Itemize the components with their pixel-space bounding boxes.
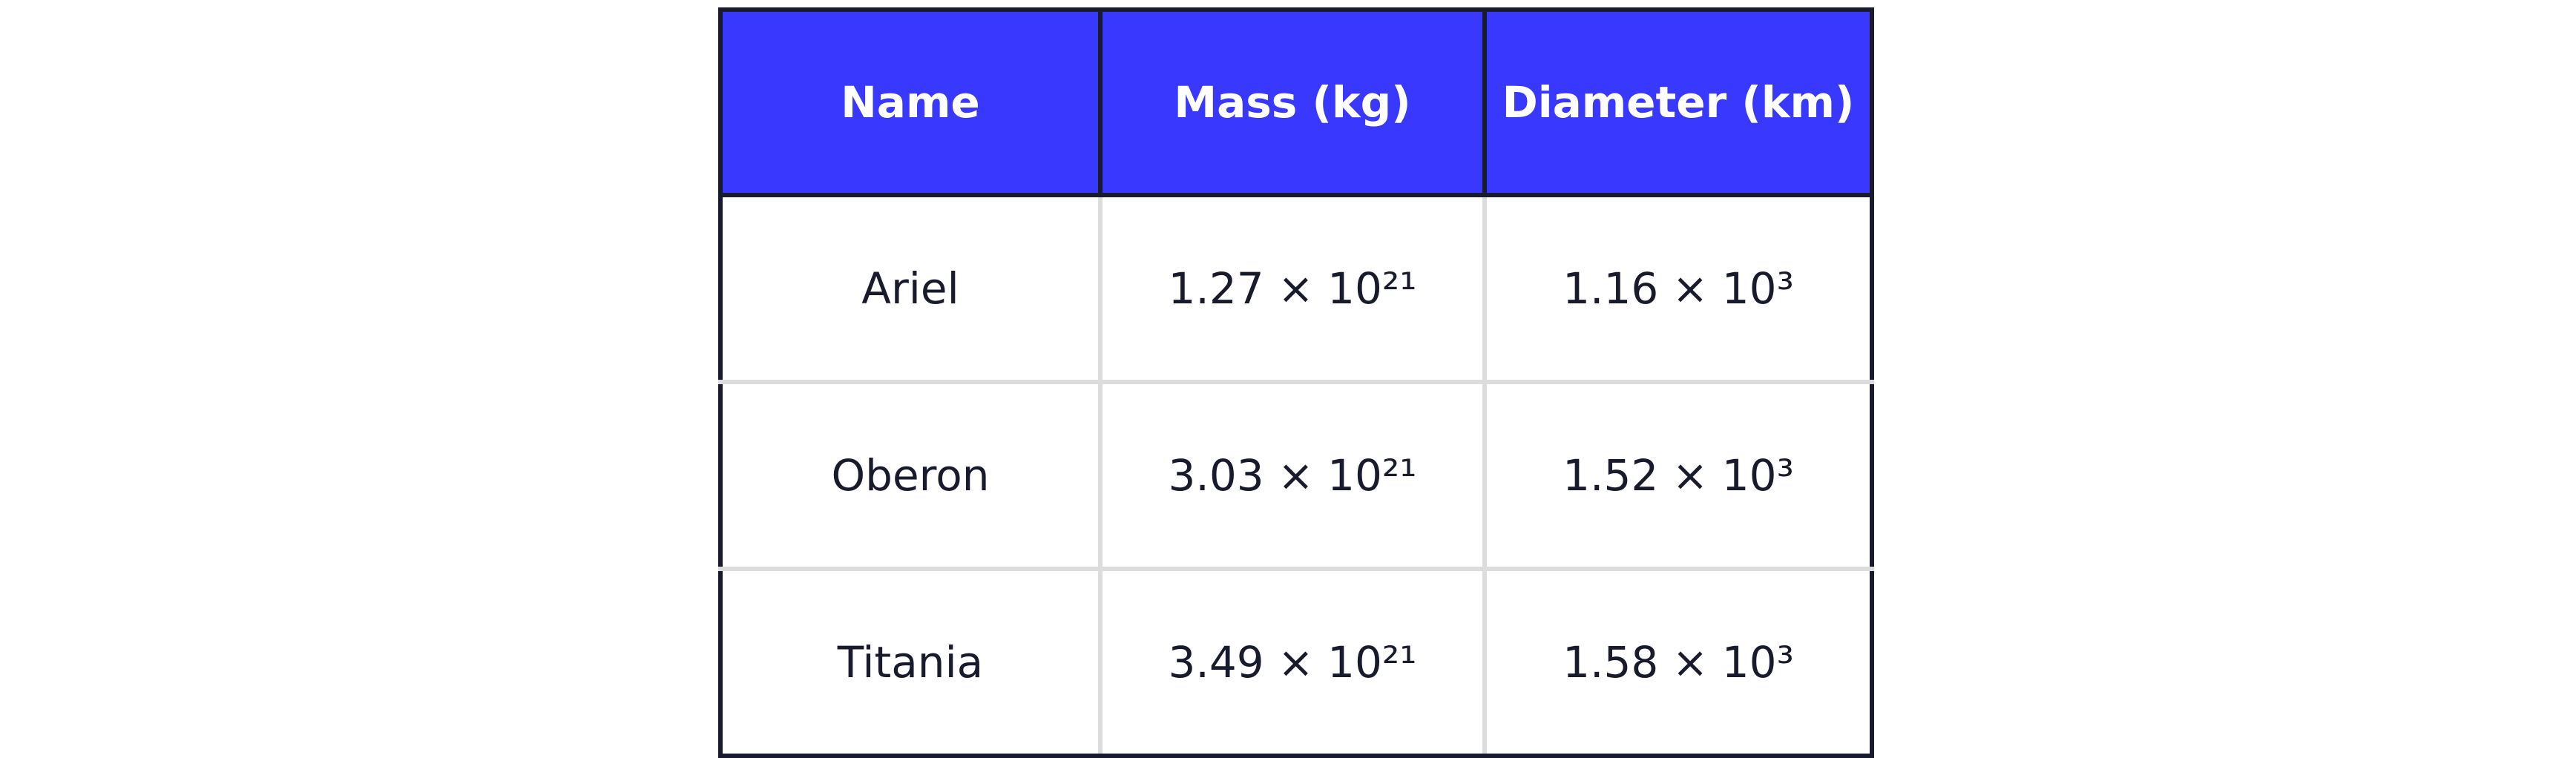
header-cell: Diameter (km) — [1482, 7, 1874, 197]
header-row: Name Mass (kg) Diameter (km) — [718, 7, 1874, 197]
header-cell: Mass (kg) — [1098, 7, 1487, 197]
table-cell: 1.58 × 10³ — [1482, 567, 1874, 758]
table-cell: Oberon — [718, 380, 1103, 571]
table-cell: 1.16 × 10³ — [1482, 193, 1874, 384]
table-cell: 1.52 × 10³ — [1482, 380, 1874, 571]
table-row: Ariel 1.27 × 10²¹ 1.16 × 10³ — [718, 193, 1874, 384]
data-table: Name Mass (kg) Diameter (km) Ariel 1.27 × 1… — [718, 7, 1874, 758]
table-cell: Ariel — [718, 193, 1103, 384]
table-cell: 1.27 × 10²¹ — [1098, 193, 1487, 384]
table-row: Titania 3.49 × 10²¹ 1.58 × 10³ — [718, 567, 1874, 758]
table-row: Oberon 3.03 × 10²¹ 1.52 × 10³ — [718, 380, 1874, 571]
table-cell: Titania — [718, 567, 1103, 758]
table-body: Ariel 1.27 × 10²¹ 1.16 × 10³ Oberon 3.03 × 1… — [718, 193, 1874, 758]
table-cell: 3.49 × 10²¹ — [1098, 567, 1487, 758]
table-cell: 3.03 × 10²¹ — [1098, 380, 1487, 571]
header-cell: Name — [718, 7, 1103, 197]
